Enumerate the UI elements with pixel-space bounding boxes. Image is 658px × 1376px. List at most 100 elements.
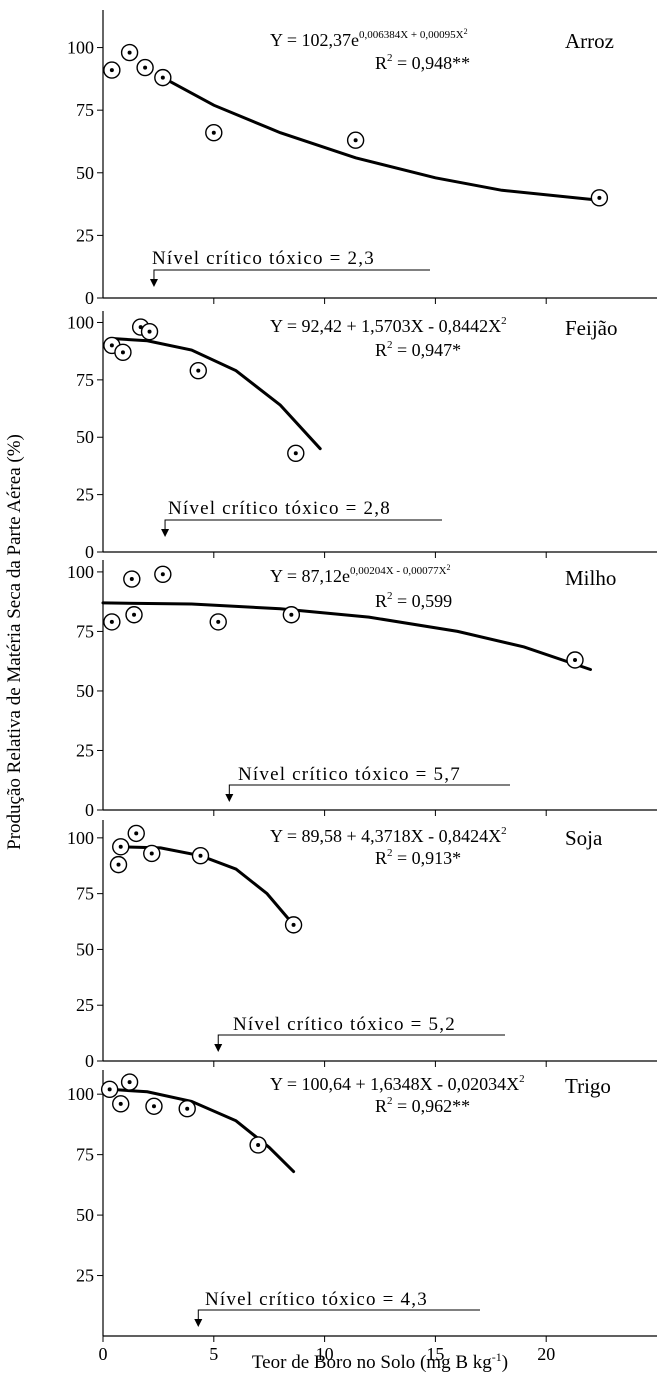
fit-curve (101, 601, 592, 671)
regression-equation: Y = 87,12e0,00204X - 0,00077X2 (270, 563, 451, 586)
y-tick-label: 25 (76, 485, 94, 505)
critical-level-bracket (197, 1309, 480, 1320)
y-tick-label: 50 (76, 681, 94, 701)
y-axis-label: Produção Relativa de Matéria Seca da Par… (4, 434, 25, 850)
r-squared: R2 = 0,599 (375, 590, 452, 611)
data-point (209, 613, 227, 631)
panel-1: 0 25 50 75 100 Y = 92,42 + 1,5703X - 0,8442X2… (67, 311, 657, 562)
data-point (103, 613, 121, 631)
y-tick-label: 50 (76, 1205, 94, 1225)
y-tick-label: 100 (67, 1084, 94, 1104)
crop-name: Arroz (565, 29, 614, 53)
r-squared: R2 = 0,913* (375, 847, 461, 868)
critical-level-label: Nível crítico tóxico = 5,7 (238, 764, 461, 785)
critical-level-bracket (228, 784, 510, 795)
y-tick-label: 100 (67, 38, 94, 58)
y-tick-label: 50 (76, 163, 94, 183)
critical-level-label: Nível crítico tóxico = 2,8 (168, 498, 391, 519)
data-point (284, 916, 303, 934)
data-point (154, 565, 172, 583)
y-tick-label: 25 (76, 740, 94, 760)
x-tick-label: 0 (99, 1344, 108, 1364)
critical-level-bracket (164, 519, 442, 530)
critical-level-arrow (161, 529, 170, 537)
fit-curve (108, 1087, 296, 1174)
critical-level-arrow (149, 279, 158, 287)
r-squared: R2 = 0,947* (375, 339, 461, 360)
regression-equation: Y = 102,37e0,006384X + 0,00095X2 (270, 27, 468, 50)
y-tick-label: 50 (76, 427, 94, 447)
critical-level-arrow (214, 1044, 223, 1052)
data-point (566, 651, 584, 669)
data-point (282, 606, 301, 624)
data-point (127, 824, 145, 843)
critical-level-label: Nível crítico tóxico = 4,3 (205, 1289, 428, 1310)
data-point (249, 1136, 267, 1154)
fit-curve (161, 76, 601, 202)
crop-name: Trigo (565, 1074, 611, 1098)
data-point (143, 844, 161, 863)
panel-0: 0 25 50 75 100 Y = 102,37e0,006384X + 0,00095… (67, 10, 657, 308)
x-tick-label: 20 (537, 1344, 555, 1364)
data-point (112, 1095, 130, 1113)
y-tick-label: 75 (76, 370, 94, 390)
data-point (109, 855, 128, 874)
data-point (178, 1099, 196, 1118)
critical-level-bracket (153, 269, 430, 280)
data-point (114, 343, 132, 362)
data-point (205, 124, 223, 142)
data-point (189, 361, 207, 380)
y-tick-label: 100 (67, 562, 94, 582)
crop-name: Feijão (565, 316, 618, 340)
data-point (112, 838, 130, 856)
y-tick-label: 25 (76, 225, 94, 245)
data-point (140, 322, 159, 341)
fit-curve (110, 337, 322, 451)
y-tick-label: 75 (76, 884, 94, 904)
crop-name: Milho (565, 566, 616, 590)
regression-equation: Y = 89,58 + 4,3718X - 0,8424X2 (270, 825, 507, 846)
data-point (125, 606, 143, 624)
y-tick-label: 25 (76, 995, 94, 1015)
y-tick-label: 75 (76, 100, 94, 120)
y-tick-label: 100 (67, 828, 94, 848)
x-axis-label: Teor de Boro no Solo (mg B kg-1) (252, 1350, 508, 1373)
y-tick-label: 100 (67, 312, 94, 332)
x-tick-label: 10 (316, 1344, 334, 1364)
y-tick-label: 50 (76, 939, 94, 959)
critical-level-label: Nível crítico tóxico = 2,3 (152, 248, 375, 269)
data-point (191, 847, 210, 865)
x-tick-label: 5 (209, 1344, 218, 1364)
y-tick-label: 75 (76, 1145, 94, 1165)
data-point (136, 58, 154, 77)
panel-4: 25 50 75 100 0 5 10 15 20 Y = 100,64 + 1,6348X - … (67, 1070, 657, 1364)
y-tick-label: 0 (85, 1051, 94, 1071)
crop-name: Soja (565, 826, 603, 850)
r-squared: R2 = 0,948** (375, 52, 470, 73)
data-point (346, 131, 365, 149)
y-tick-label: 25 (76, 1266, 94, 1286)
critical-level-bracket (217, 1034, 505, 1045)
data-point (590, 189, 609, 207)
data-point (287, 444, 305, 463)
data-point (100, 1080, 119, 1099)
data-point (103, 61, 121, 79)
panel-3: 0 25 50 75 100 Y = 89,58 + 4,3718X - 0,8424X2… (67, 820, 657, 1071)
data-point (123, 570, 141, 588)
y-tick-label: 75 (76, 621, 94, 641)
y-tick-label: 0 (85, 800, 94, 820)
regression-equation: Y = 100,64 + 1,6348X - 0,02034X2 (270, 1073, 525, 1094)
data-point (154, 68, 172, 87)
y-tick-label: 0 (85, 542, 94, 562)
critical-level-arrow (194, 1319, 203, 1327)
data-point (145, 1097, 163, 1115)
data-point (120, 1073, 139, 1091)
r-squared: R2 = 0,962** (375, 1095, 470, 1116)
data-point (120, 43, 139, 62)
x-tick-label: 15 (426, 1344, 444, 1364)
y-tick-label: 0 (85, 288, 94, 308)
critical-level-label: Nível crítico tóxico = 5,2 (233, 1014, 456, 1035)
critical-level-arrow (225, 794, 234, 802)
